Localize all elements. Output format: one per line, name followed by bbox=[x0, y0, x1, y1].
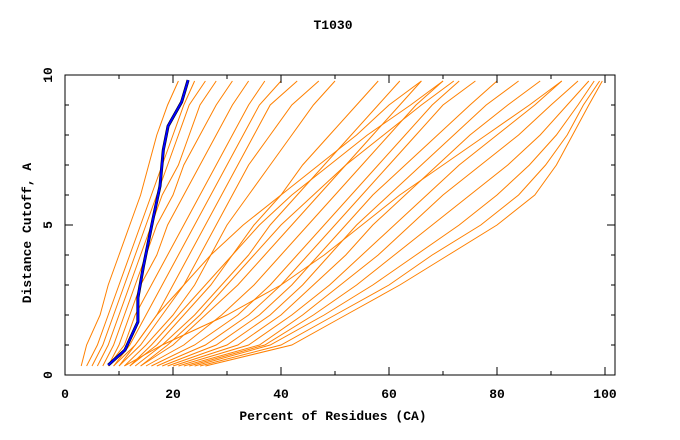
y-tick-label: 10 bbox=[41, 67, 56, 83]
highlight-curve-shadow bbox=[107, 79, 190, 367]
model-curve-7 bbox=[107, 80, 266, 367]
x-tick-label: 20 bbox=[165, 387, 181, 402]
x-tick-label: 40 bbox=[273, 387, 289, 402]
chart-title: T1030 bbox=[313, 18, 352, 33]
model-curve-8 bbox=[113, 80, 282, 367]
model-curve-29 bbox=[113, 80, 422, 367]
model-curve-6 bbox=[107, 80, 250, 367]
plot-frame bbox=[64, 74, 616, 376]
model-curve-10 bbox=[118, 80, 320, 367]
y-tick-label: 5 bbox=[41, 221, 56, 229]
model-curve-11 bbox=[124, 80, 336, 367]
x-tick-label: 100 bbox=[593, 387, 617, 402]
x-tick-labels: 0 20 40 60 80 100 bbox=[61, 387, 617, 402]
model-curve-20 bbox=[172, 80, 541, 367]
model-curve-23 bbox=[189, 80, 590, 367]
model-curve-17 bbox=[156, 80, 476, 367]
model-curve-15 bbox=[145, 80, 444, 367]
model-curve-26 bbox=[205, 80, 603, 367]
x-tick-label: 80 bbox=[489, 387, 505, 402]
model-curve-30 bbox=[124, 80, 563, 367]
model-curve-12 bbox=[129, 80, 379, 367]
x-axis-label: Percent of Residues (CA) bbox=[239, 409, 426, 424]
highlight-curve bbox=[107, 79, 190, 366]
curves-layer bbox=[80, 79, 603, 367]
model-curve-24 bbox=[194, 80, 595, 367]
model-curve-21 bbox=[178, 80, 563, 367]
model-curve-3 bbox=[91, 80, 206, 367]
model-curve-22 bbox=[183, 80, 579, 367]
ticks-layer bbox=[64, 74, 615, 376]
x-tick-label: 60 bbox=[381, 387, 397, 402]
model-curve-1 bbox=[80, 80, 179, 367]
model-curve-2 bbox=[86, 80, 196, 367]
model-curve-19 bbox=[167, 80, 519, 367]
y-axis-label: Distance Cutoff, A bbox=[20, 163, 35, 304]
model-curve-28 bbox=[129, 80, 444, 367]
model-curve-5 bbox=[102, 80, 233, 367]
model-curve-18 bbox=[162, 80, 498, 367]
y-tick-labels: 0 5 10 bbox=[41, 67, 56, 379]
x-tick-label: 0 bbox=[61, 387, 69, 402]
model-curve-27 bbox=[140, 80, 455, 367]
model-curve-25 bbox=[199, 80, 601, 367]
y-tick-label: 0 bbox=[41, 371, 56, 379]
model-curve-13 bbox=[134, 80, 401, 367]
model-curve-16 bbox=[151, 80, 460, 367]
